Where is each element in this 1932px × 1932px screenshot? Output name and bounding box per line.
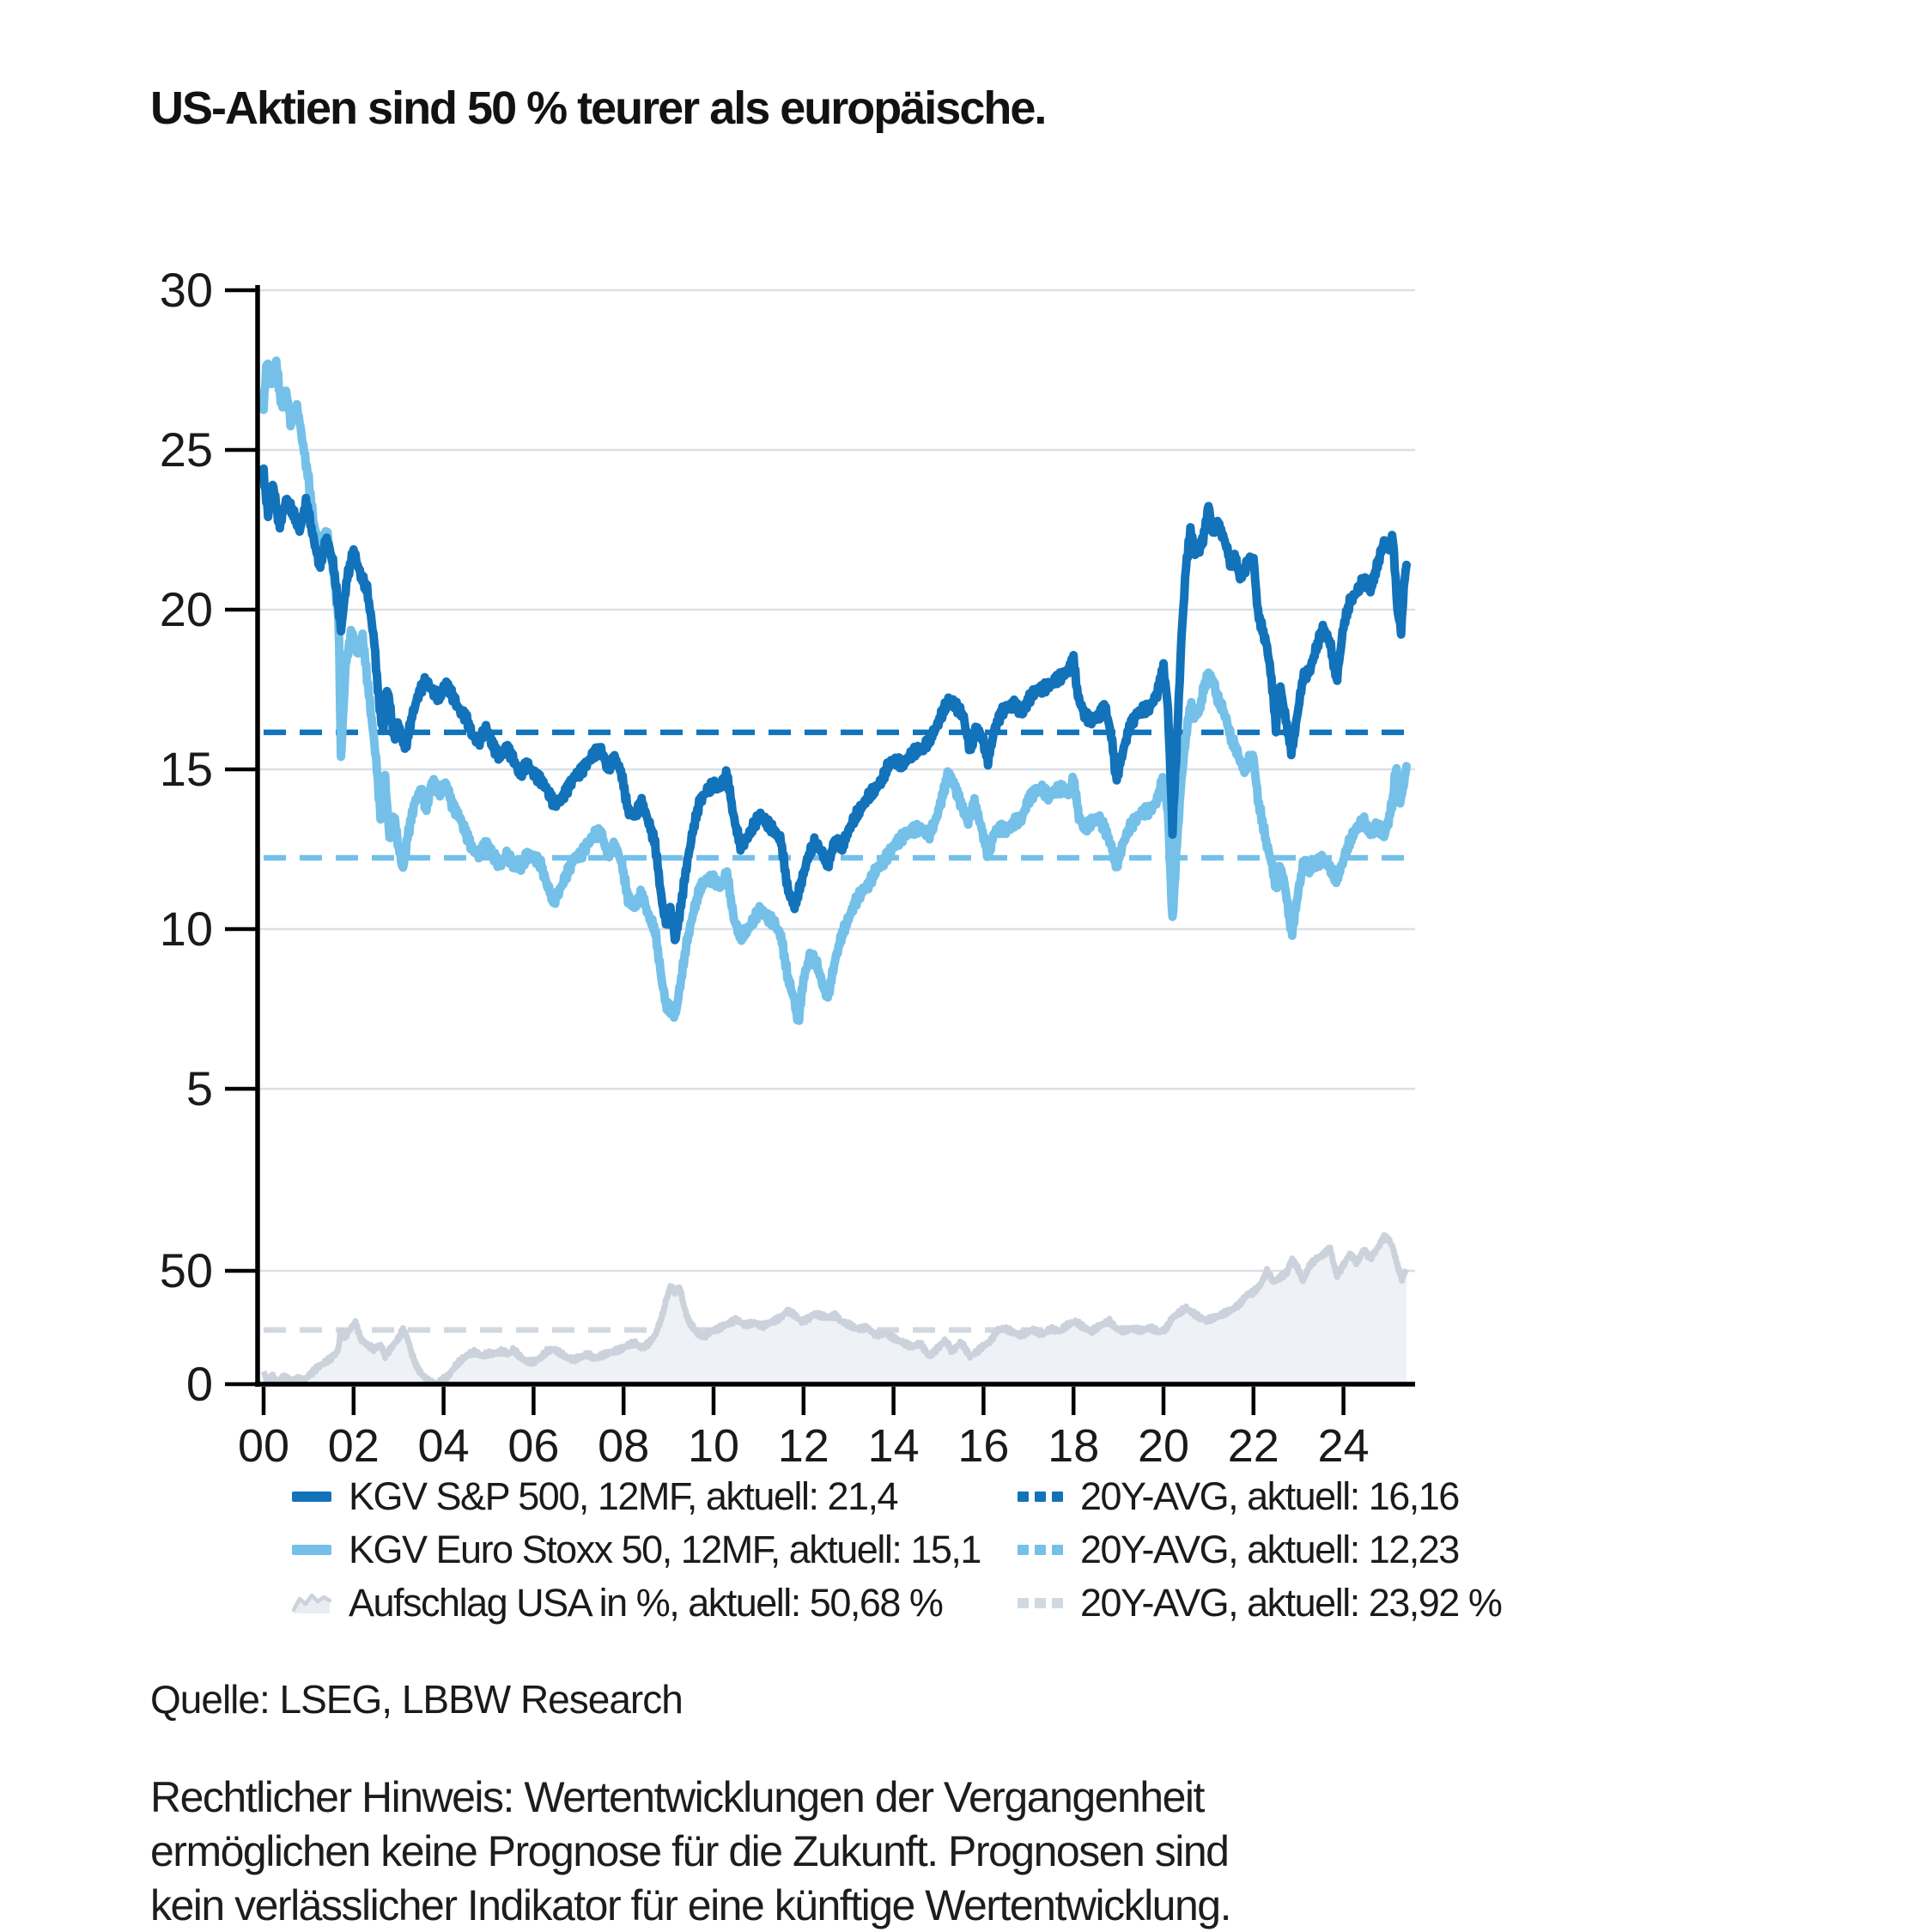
legend-item-label: KGV Euro Stoxx 50, 12MF, aktuell: 15,1 xyxy=(349,1528,981,1571)
legend-item-left-1: KGV Euro Stoxx 50, 12MF, aktuell: 15,1 xyxy=(292,1523,981,1577)
legal-disclaimer-line2: ermöglichen keine Prognose für die Zukun… xyxy=(150,1827,1230,1875)
legend-item-left-0: KGV S&P 500, 12MF, aktuell: 21,4 xyxy=(292,1470,981,1523)
x-axis-label-14: 14 xyxy=(868,1420,920,1472)
legal-disclaimer-line1: Rechtlicher Hinweis: Wertentwicklungen d… xyxy=(150,1773,1205,1821)
dashed-line-swatch-icon xyxy=(1018,1545,1063,1555)
chart-legend-right: 20Y-AVG, aktuell: 16,16 20Y-AVG, aktuell:… xyxy=(1018,1470,1503,1630)
area-swatch-icon xyxy=(291,1593,332,1613)
line-swatch-icon xyxy=(292,1545,331,1555)
dashed-line-swatch-icon xyxy=(1018,1492,1063,1502)
x-axis-label-02: 02 xyxy=(328,1420,380,1472)
x-axis-label-10: 10 xyxy=(688,1420,739,1472)
legend-item-right-0: 20Y-AVG, aktuell: 16,16 xyxy=(1018,1470,1501,1523)
x-axis-label-16: 16 xyxy=(957,1420,1009,1472)
dashed-line-swatch-icon xyxy=(1018,1492,1063,1502)
legend-item-label: 20Y-AVG, aktuell: 16,16 xyxy=(1080,1474,1460,1518)
eurostoxx-pe-line-path xyxy=(259,356,1411,1025)
y-axis-label-upper-15: 15 xyxy=(160,742,213,796)
y-axis-label-upper-5: 5 xyxy=(186,1061,213,1115)
y-axis-label-upper-30: 30 xyxy=(160,263,213,317)
area-swatch-icon xyxy=(291,1588,332,1619)
y-axis-label-upper-20: 20 xyxy=(160,582,213,636)
premium-area-series xyxy=(260,1232,1410,1388)
legend-item-label: 20Y-AVG, aktuell: 12,23 xyxy=(1080,1528,1460,1571)
axes xyxy=(255,285,1415,1387)
line-swatch-icon xyxy=(292,1545,331,1555)
sp500-pe-line xyxy=(259,464,1411,945)
line-swatch-icon xyxy=(292,1492,331,1502)
average-lines xyxy=(264,729,1410,1334)
x-axis-label-04: 04 xyxy=(418,1420,470,1472)
legal-disclaimer-line3: kein verlässlicher Indikator für eine kü… xyxy=(150,1881,1232,1929)
legend-item-right-2: 20Y-AVG, aktuell: 23,92 % xyxy=(1018,1577,1503,1630)
source-line: Quelle: LSEG, LBBW Research xyxy=(150,1677,683,1722)
legend-item-label: 20Y-AVG, aktuell: 23,92 % xyxy=(1080,1581,1503,1625)
x-axis-label-08: 08 xyxy=(598,1420,649,1472)
y-axis-label-lower-0: 0 xyxy=(186,1357,213,1411)
dashed-line-swatch-icon xyxy=(1018,1545,1063,1555)
premium-area-line xyxy=(260,1232,1410,1388)
page-title: US-Aktien sind 50 % teurer als europäisc… xyxy=(150,82,1047,134)
sp500-pe-line-path xyxy=(259,464,1411,945)
x-axis-label-12: 12 xyxy=(778,1420,829,1472)
x-axis-label-24: 24 xyxy=(1318,1420,1370,1472)
x-axis-label-20: 20 xyxy=(1138,1420,1189,1472)
legend-item-left-2: Aufschlag USA in %, aktuell: 50,68 % xyxy=(291,1577,981,1630)
dashed-line-swatch-icon xyxy=(1018,1598,1063,1608)
x-axis-label-00: 00 xyxy=(238,1420,289,1472)
legend-item-label: KGV S&P 500, 12MF, aktuell: 21,4 xyxy=(349,1474,899,1518)
y-axis-label-upper-25: 25 xyxy=(160,422,213,477)
premium-area-fill xyxy=(264,1235,1406,1384)
eurostoxx-pe-line xyxy=(259,356,1411,1025)
x-axis-label-22: 22 xyxy=(1228,1420,1279,1472)
dashed-line-swatch-icon xyxy=(1018,1598,1063,1608)
line-swatch-icon xyxy=(292,1492,331,1502)
gridlines xyxy=(258,289,1415,1273)
legend-item-right-1: 20Y-AVG, aktuell: 12,23 xyxy=(1018,1523,1501,1577)
x-axis-label-18: 18 xyxy=(1048,1420,1099,1472)
axis-ticks xyxy=(225,288,1346,1415)
chart-legend-left: KGV S&P 500, 12MF, aktuell: 21,4 KGV Euro… xyxy=(291,1470,981,1630)
legend-item-label: Aufschlag USA in %, aktuell: 50,68 % xyxy=(349,1581,944,1625)
y-axis-label-upper-10: 10 xyxy=(160,902,213,956)
y-axis-label-lower-50: 50 xyxy=(160,1243,213,1297)
legal-disclaimer: Rechtlicher Hinweis: Wertentwicklungen d… xyxy=(150,1771,1232,1932)
x-axis-label-06: 06 xyxy=(507,1420,559,1472)
